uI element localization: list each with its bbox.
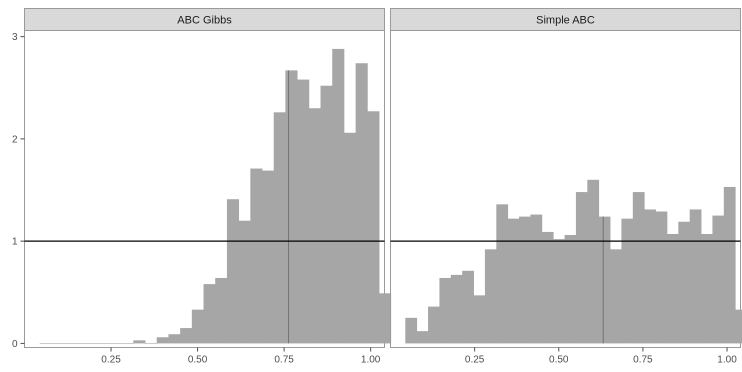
histogram-bar [63,343,76,345]
panel-simple-abc: Simple ABC 0.25 0.50 0.75 1.00 [390,8,742,366]
histogram-bar [553,239,565,344]
histogram-bar [226,199,240,344]
x-tick-label: 0.75 [274,355,294,366]
histogram-bar [462,270,474,344]
histogram-bar [121,343,134,345]
histogram-bar [379,293,392,344]
histogram-bar [439,277,452,344]
y-axis: 0 1 2 3 [12,32,25,350]
histogram-bar [655,211,668,344]
histogram-bar [74,343,87,345]
histogram-bar [587,179,600,344]
histogram-bar [610,249,622,344]
histogram-bar [308,108,321,344]
histogram-bar [405,317,418,344]
histogram-bar [332,48,345,344]
histogram-bar [320,85,333,344]
histogram-bar [701,233,713,344]
x-axis: 0.25 0.50 0.75 1.00 [101,347,381,366]
histogram-bar [285,70,298,344]
histogram-bar [689,209,702,344]
histogram-bar [145,343,158,345]
histogram-bar [598,216,611,344]
y-tick-label: 1 [12,237,18,248]
histogram-bar [156,337,169,344]
panel-abc-gibbs: ABC Gibbs 0 1 2 3 0.25 0.50 0.75 1.00 [12,8,392,366]
histogram-bar [712,215,725,344]
panel-title: ABC Gibbs [177,15,232,27]
histogram-bar [250,168,263,344]
x-tick-label: 1.00 [361,355,381,366]
x-tick-label: 0.25 [465,355,485,366]
histogram-bar [541,231,554,344]
histogram-bar [191,309,204,344]
histogram-bar [168,334,181,344]
histogram-bar [507,218,520,344]
x-tick-label: 0.75 [633,355,653,366]
histogram-bar [450,274,463,344]
histogram-bar [632,192,645,344]
histogram-bar [530,214,543,344]
histogram-bars [405,179,742,344]
y-tick-label: 3 [12,32,18,43]
histogram-bar [297,79,310,344]
histogram-bar [98,343,111,345]
histogram-bar [564,235,577,344]
histogram-bar [86,343,99,345]
x-tick-label: 0.50 [549,355,569,366]
histogram-bar [519,216,531,344]
histogram-bar [215,277,228,344]
histogram-bar [109,343,123,345]
histogram-bar [133,340,146,344]
histogram-bar [723,186,736,344]
histogram-bar [575,192,588,344]
histogram-bar [678,221,691,344]
histogram-bar [484,249,497,344]
histogram-bar [262,170,275,344]
histogram-bar [203,284,216,344]
x-tick-label: 1.00 [717,355,737,366]
histogram-bar [39,343,52,345]
histogram-bar [496,204,509,344]
histogram-bar [621,218,634,344]
histogram-bar [355,63,368,344]
panel-border [24,30,385,348]
histogram-bar [428,306,440,344]
y-tick-label: 2 [12,134,18,145]
x-axis: 0.25 0.50 0.75 1.00 [465,347,737,366]
x-tick-label: 0.50 [188,355,208,366]
histogram-bar [473,295,486,344]
histogram-bar [367,111,380,344]
histogram-bar [666,233,679,344]
x-tick-label: 0.25 [101,355,121,366]
panel-title: Simple ABC [536,15,595,27]
histogram-bars [39,48,392,345]
histogram-bar [273,112,286,344]
histogram-bar [416,331,429,344]
panel-border [390,30,741,348]
histogram-bar [735,309,742,344]
y-tick-label: 0 [12,339,18,350]
histogram-bar [180,328,193,344]
histogram-bar [238,220,251,344]
histogram-bar [343,132,357,344]
histogram-bar [51,343,64,345]
histogram-bar [644,209,656,344]
